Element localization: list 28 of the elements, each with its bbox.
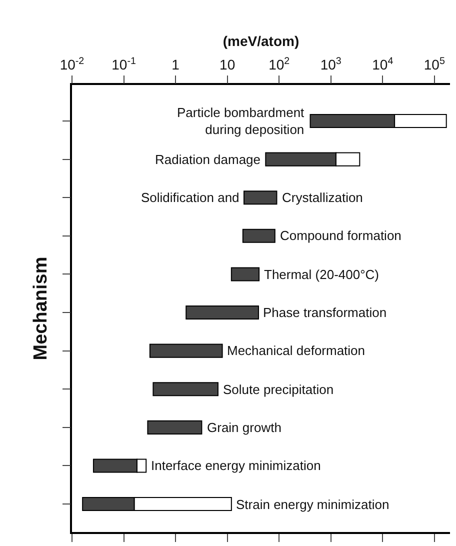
- y-tick-label: Interface energy minimization: [151, 458, 321, 473]
- y-tick-label: Particle bombardment during deposition: [177, 105, 305, 137]
- x-tick-label: 10: [220, 56, 236, 73]
- category-label: Solidification and Crystallization: [141, 190, 363, 205]
- x-tick-label: 10$^{2}$: [268, 56, 290, 73]
- bar: [230, 267, 260, 282]
- bar: [152, 382, 218, 396]
- y-tick-label: Thermal (20-400°C): [264, 267, 380, 282]
- y-tick-label: Compound formation: [280, 228, 402, 243]
- x-tick-label: 1: [172, 56, 180, 73]
- x-axis-title: (meV/atom): [222, 32, 300, 49]
- x-tick-label: 10$^{-1}$: [112, 56, 136, 73]
- y-tick-label: Mechanical deformation: [227, 343, 366, 358]
- x-tick-label: 10$^{5}$: [424, 56, 446, 73]
- y-tick-label: Strain energy minimization: [236, 497, 390, 512]
- bar: [186, 306, 259, 320]
- bar: [147, 420, 202, 434]
- x-tick-label: 10$^{3}$: [320, 56, 342, 73]
- bar: [149, 344, 223, 358]
- y-tick-label: Radiation damage: [155, 152, 261, 167]
- y-tick-label: Solute precipitation: [223, 382, 334, 397]
- y-tick-label: Grain growth: [207, 420, 282, 435]
- y-tick-label: Phase transformation: [263, 305, 387, 320]
- bar: [244, 190, 278, 205]
- bar: [242, 228, 276, 243]
- y-axis-title: Mechanism: [30, 256, 52, 360]
- x-tick-label: 10$^{-2}$: [60, 56, 84, 73]
- x-tick-label: 10$^{4}$: [372, 56, 394, 73]
